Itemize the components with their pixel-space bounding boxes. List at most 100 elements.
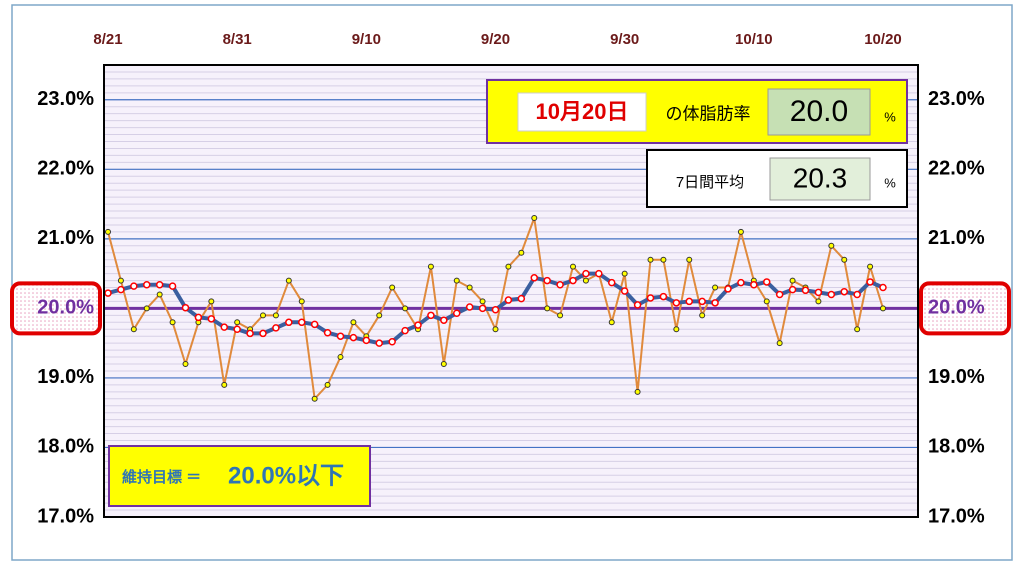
data-point bbox=[492, 326, 499, 333]
goal-panel: 維持目標 ＝ 20.0%以下 bbox=[108, 445, 371, 507]
data-point bbox=[260, 312, 266, 319]
target-label-box bbox=[10, 281, 102, 336]
y2-tick-label: 20.0% bbox=[928, 297, 985, 319]
data-point bbox=[169, 319, 176, 326]
data-point bbox=[711, 299, 719, 307]
data-point bbox=[427, 263, 434, 270]
data-point bbox=[105, 228, 111, 235]
data-point bbox=[427, 311, 435, 320]
data-point bbox=[466, 284, 473, 291]
data-point bbox=[814, 288, 823, 297]
data-point bbox=[633, 301, 642, 309]
data-point bbox=[582, 269, 590, 278]
data-point bbox=[660, 256, 667, 263]
data-point bbox=[621, 270, 628, 277]
data-point bbox=[608, 278, 616, 287]
x-tick-label: 8/31 bbox=[223, 31, 252, 48]
data-point bbox=[646, 294, 655, 302]
y2-tick-label: 18.0% bbox=[928, 436, 985, 458]
data-point bbox=[234, 319, 241, 326]
plot-border bbox=[103, 64, 919, 518]
target-label-box bbox=[919, 281, 1011, 336]
data-point bbox=[220, 323, 228, 331]
data-point bbox=[272, 324, 280, 332]
y-tick-label: 17.0% bbox=[37, 505, 94, 527]
value: 20.3 bbox=[793, 162, 848, 193]
data-point bbox=[402, 305, 409, 312]
data-point bbox=[323, 328, 332, 337]
data-point bbox=[478, 304, 487, 313]
data-point bbox=[143, 305, 150, 312]
data-point bbox=[155, 280, 164, 289]
x-tick-label: 10/20 bbox=[864, 31, 902, 48]
data-point bbox=[337, 354, 344, 361]
data-point bbox=[841, 256, 848, 263]
data-point bbox=[698, 297, 706, 306]
data-point bbox=[505, 263, 512, 270]
data-point bbox=[285, 318, 293, 327]
y-tick-label: 19.0% bbox=[37, 366, 94, 388]
data-point bbox=[582, 277, 589, 284]
data-point bbox=[453, 309, 461, 318]
x-tick-label: 9/20 bbox=[481, 31, 510, 48]
data-point bbox=[840, 287, 848, 296]
data-point bbox=[530, 274, 538, 282]
data-point bbox=[659, 292, 668, 301]
data-point bbox=[349, 333, 358, 342]
data-point bbox=[569, 276, 577, 285]
data-point bbox=[310, 320, 319, 329]
data-point bbox=[414, 321, 422, 329]
data-point bbox=[389, 284, 396, 291]
data-point bbox=[117, 277, 124, 284]
date-box bbox=[517, 92, 647, 132]
data-point bbox=[350, 319, 357, 326]
data-point bbox=[776, 340, 783, 347]
y-tick-label: 23.0% bbox=[37, 88, 94, 110]
data-point bbox=[672, 299, 681, 307]
data-point bbox=[272, 312, 279, 319]
x-tick-label: 8/21 bbox=[93, 31, 122, 48]
data-point bbox=[828, 242, 835, 249]
data-point bbox=[233, 325, 241, 333]
data-point bbox=[775, 290, 784, 299]
data-point bbox=[375, 339, 383, 347]
data-point bbox=[608, 319, 615, 326]
data-point bbox=[388, 338, 396, 346]
data-point bbox=[298, 298, 305, 305]
label: 維持目標 ＝ bbox=[122, 468, 201, 486]
label: 7日間平均 bbox=[676, 174, 744, 191]
data-point bbox=[336, 332, 345, 340]
data-point bbox=[737, 228, 744, 235]
data-point bbox=[763, 298, 770, 305]
data-point bbox=[815, 298, 822, 305]
value-box bbox=[769, 157, 871, 201]
data-point bbox=[518, 249, 525, 256]
data-point bbox=[453, 277, 460, 284]
data-point bbox=[556, 280, 564, 289]
data-point bbox=[854, 326, 861, 333]
data-point bbox=[750, 280, 758, 289]
data-point bbox=[491, 306, 500, 314]
unit: % bbox=[884, 175, 896, 190]
value: 20.0%以下 bbox=[228, 462, 344, 489]
data-point bbox=[130, 282, 138, 290]
data-point bbox=[143, 280, 151, 289]
data-point bbox=[789, 277, 796, 284]
y-tick-label: 18.0% bbox=[37, 436, 94, 458]
value: 20.0 bbox=[790, 95, 848, 128]
data-point bbox=[130, 326, 137, 333]
value-box bbox=[767, 88, 871, 136]
data-point bbox=[827, 290, 836, 299]
data-point bbox=[570, 263, 576, 270]
data-point bbox=[867, 263, 874, 270]
data-point bbox=[647, 256, 654, 263]
data-point bbox=[724, 285, 732, 293]
data-point bbox=[479, 298, 486, 305]
y-tick-label: 21.0% bbox=[37, 227, 94, 249]
y2-tick-label: 23.0% bbox=[928, 88, 985, 110]
data-point bbox=[259, 329, 267, 338]
y2-tick-label: 22.0% bbox=[928, 158, 985, 180]
data-point bbox=[311, 395, 318, 402]
data-point bbox=[866, 278, 874, 286]
